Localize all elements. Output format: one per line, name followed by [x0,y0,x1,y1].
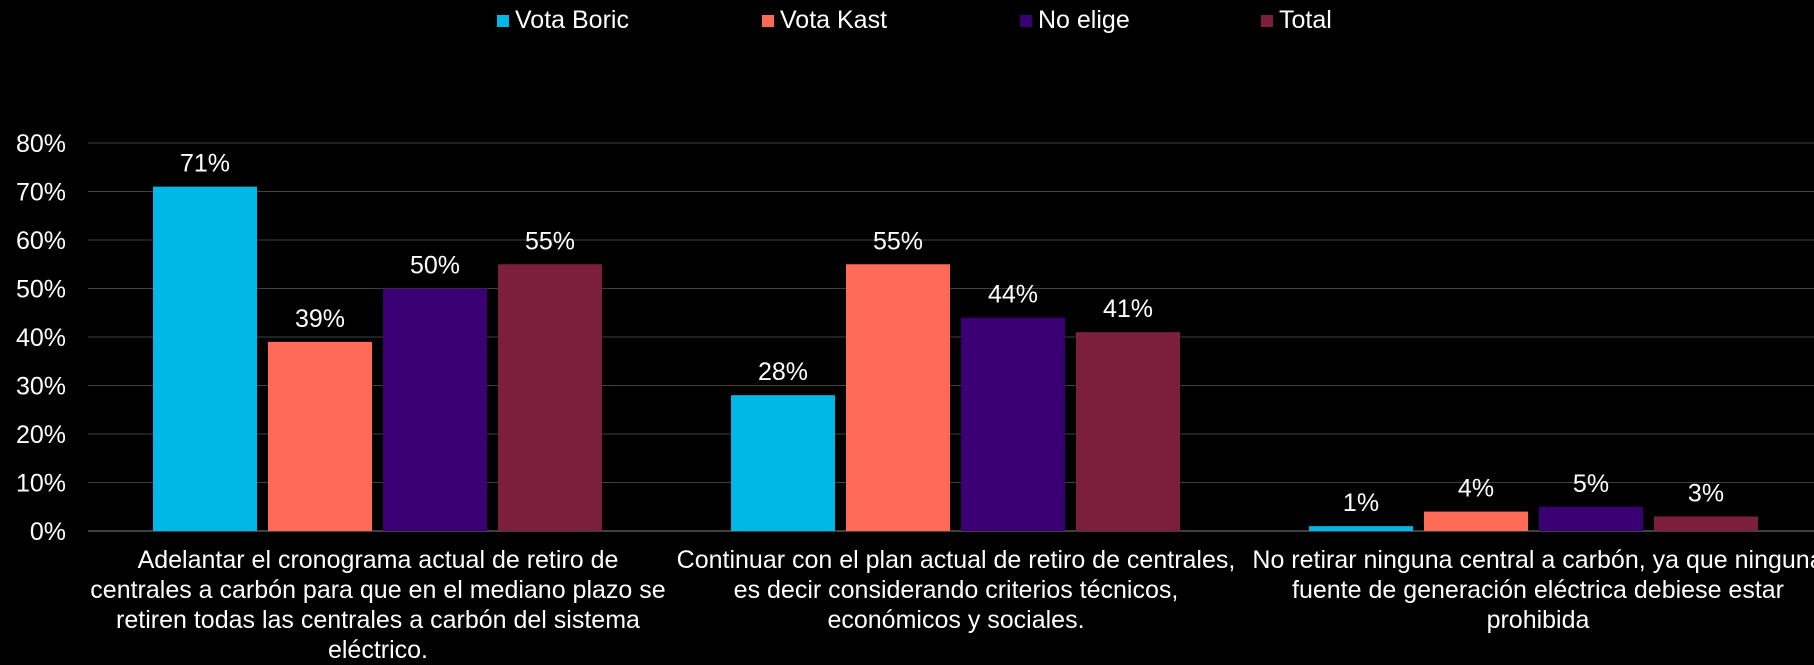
legend-item-vota-boric: Vota Boric [497,6,629,35]
data-label: 55% [873,227,923,255]
bar-total [1076,332,1180,531]
category-label-no-retirar: No retirar ninguna central a carbón, ya … [1252,546,1814,634]
legend-label-vota-kast: Vota Kast [780,6,888,34]
legend-swatch-no-elige [1020,14,1032,27]
bar-vota-boric [1309,526,1413,531]
y-tick-label: 30% [16,373,66,401]
data-label: 39% [295,305,345,333]
bar-no-elige [961,317,1065,531]
legend-label-no-elige: No elige [1038,6,1130,34]
y-tick-label: 10% [16,470,66,498]
bar-total [498,264,602,531]
data-label: 5% [1573,470,1609,498]
category-label-adelantar: Adelantar el cronograma actual de retiro… [90,546,666,664]
data-label: 28% [758,358,808,386]
y-tick-label: 40% [16,324,66,352]
legend-swatch-vota-boric [497,14,509,27]
legend-swatch-vota-kast [762,14,774,27]
y-tick-label: 50% [16,276,66,304]
category-label-continuar: Continuar con el plan actual de retiro d… [676,546,1236,634]
bar-vota-kast [846,264,950,531]
y-tick-label: 60% [16,227,66,255]
data-label: 44% [988,281,1038,309]
bar-no-elige [383,288,487,531]
bar-vota-boric [731,395,835,531]
data-label: 1% [1343,489,1379,517]
data-label: 71% [180,150,230,178]
data-label: 41% [1103,295,1153,323]
bar-vota-kast [1424,511,1528,531]
legend-item-vota-kast: Vota Kast [762,6,887,35]
legend-item-no-elige: No elige [1020,6,1130,35]
data-label: 4% [1458,475,1494,503]
legend-label-vota-boric: Vota Boric [515,6,629,34]
data-label: 3% [1688,479,1724,507]
data-label: 55% [525,227,575,255]
y-tick-label: 0% [30,518,66,546]
legend-swatch-total [1261,14,1273,27]
y-tick-label: 70% [16,179,66,207]
y-tick-label: 80% [16,130,66,158]
legend-label-total: Total [1279,6,1332,34]
data-label: 50% [410,252,460,280]
legend-item-total: Total [1261,6,1332,35]
chart-legend: Vota Boric Vota Kast No elige Total [0,6,1814,38]
bar-total [1654,516,1758,531]
bar-no-elige [1539,506,1643,531]
bar-vota-kast [268,341,372,531]
y-tick-label: 20% [16,421,66,449]
bar-vota-boric [153,186,257,531]
